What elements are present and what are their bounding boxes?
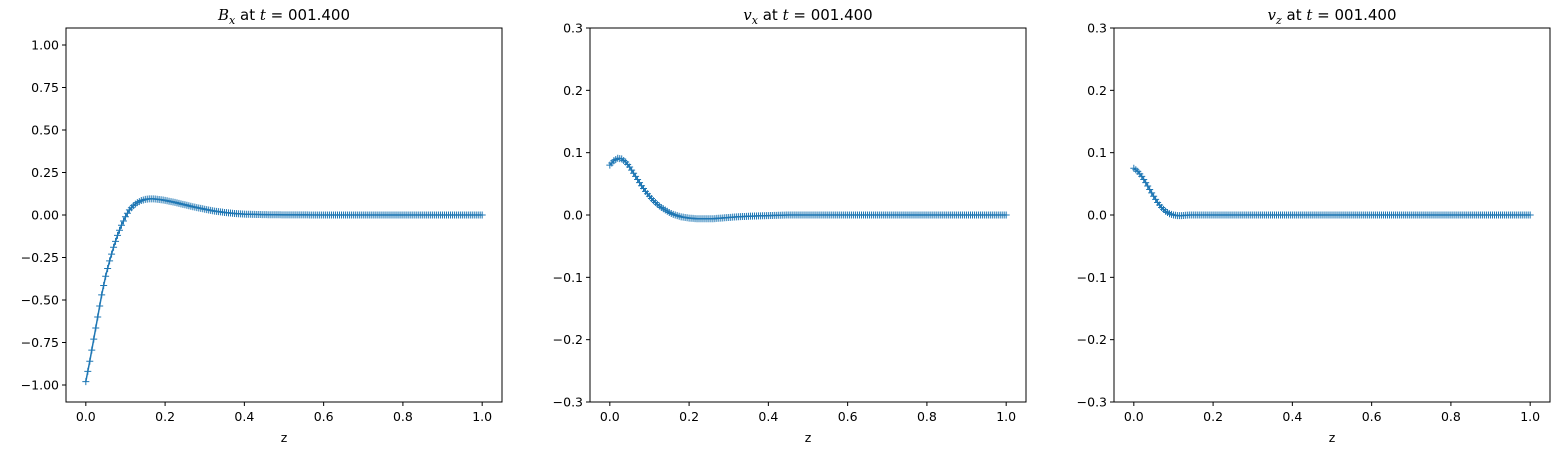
y-tick-label: 0.0: [563, 208, 583, 223]
data-point-marker: [102, 272, 110, 280]
title-time-variable: t: [783, 6, 790, 24]
data-point-marker: [82, 378, 90, 386]
data-point-marker: [92, 324, 100, 332]
y-tick-label: 0.2: [1087, 83, 1107, 98]
title-time-value: = 001.400: [789, 6, 873, 24]
x-axis-label: z: [1329, 430, 1336, 445]
data-point-marker: [98, 291, 106, 299]
data-point-marker: [86, 357, 94, 365]
x-tick-label: 0.0: [76, 409, 96, 424]
title-symbol: v: [743, 6, 752, 24]
y-tick-label: −0.75: [21, 335, 59, 350]
y-tick-label: 0.00: [31, 208, 59, 223]
y-tick-label: 0.1: [1087, 145, 1107, 160]
data-point-marker: [100, 282, 108, 290]
title-time-variable: t: [260, 6, 267, 24]
x-tick-label: 0.2: [679, 409, 699, 424]
data-point-marker: [1526, 211, 1534, 219]
x-tick-label: 1.0: [472, 409, 492, 424]
axes-frame: [65, 27, 503, 403]
y-tick-label: −1.00: [21, 378, 59, 393]
title-time-value: = 001.400: [1312, 6, 1396, 24]
axes-frame: [589, 27, 1027, 403]
data-point-marker: [106, 257, 114, 265]
y-tick-label: −0.2: [553, 332, 583, 347]
axes-frame: [1113, 27, 1551, 403]
title-subscript: z: [1275, 14, 1282, 27]
y-tick-label: −0.3: [553, 395, 583, 410]
y-tick-label: 0.0: [1087, 208, 1107, 223]
x-tick-label: 0.8: [917, 409, 937, 424]
y-tick-label: 0.3: [563, 21, 583, 36]
x-tick-label: 0.6: [1362, 409, 1382, 424]
data-point-marker: [112, 237, 120, 245]
data-point-marker: [104, 265, 112, 273]
data-point-marker: [114, 231, 122, 239]
title-time-variable: t: [1306, 6, 1313, 24]
data-point-marker: [88, 346, 96, 354]
y-tick-label: −0.25: [21, 250, 59, 265]
x-tick-label: 0.0: [600, 409, 620, 424]
x-axis-label: z: [805, 430, 812, 445]
chart-title: vz at t = 001.400: [1267, 6, 1396, 27]
y-tick-label: 0.1: [563, 145, 583, 160]
x-tick-label: 0.6: [838, 409, 858, 424]
y-tick-label: −0.1: [1077, 270, 1107, 285]
y-tick-label: 0.3: [1087, 21, 1107, 36]
data-point-marker: [116, 226, 124, 234]
y-tick-label: 1.00: [31, 38, 59, 53]
title-symbol: B: [217, 6, 229, 24]
series-line: [1133, 167, 1531, 217]
data-point-marker: [478, 211, 486, 219]
series-line: [85, 198, 483, 382]
x-tick-label: 0.0: [1124, 409, 1144, 424]
data-point-marker: [90, 335, 98, 343]
title-symbol: v: [1267, 6, 1276, 24]
x-axis-label: z: [281, 430, 288, 445]
x-tick-label: 0.2: [1203, 409, 1223, 424]
x-tick-label: 1.0: [1520, 409, 1540, 424]
y-tick-label: −0.1: [553, 270, 583, 285]
y-tick-label: 0.25: [31, 165, 59, 180]
data-point-marker: [119, 217, 127, 225]
title-mid: at: [1282, 6, 1307, 24]
chart-panel-2: vx at t = 001.400 0.0 0.2 0.4 0.6 0.8 1.0 −0.3 −…: [553, 6, 1027, 445]
title-mid: at: [235, 6, 260, 24]
y-tick-label: 0.2: [563, 83, 583, 98]
x-tick-label: 0.4: [1282, 409, 1302, 424]
x-tick-label: 0.8: [393, 409, 413, 424]
data-point-marker: [96, 302, 104, 310]
y-tick-label: −0.50: [21, 293, 59, 308]
data-point-marker: [1002, 211, 1010, 219]
chart-panel-1: Bx at t = 001.400 0.0 0.2 0.4 0.6 0.8 1.0 −1.00…: [21, 6, 503, 445]
x-tick-label: 1.0: [996, 409, 1016, 424]
data-point-marker: [84, 367, 92, 375]
y-tick-label: 0.75: [31, 80, 59, 95]
title-subscript: x: [752, 14, 759, 27]
title-mid: at: [758, 6, 783, 24]
data-point-marker: [108, 250, 116, 258]
title-time-value: = 001.400: [266, 6, 350, 24]
y-tick-label: −0.3: [1077, 395, 1107, 410]
chart-title: vx at t = 001.400: [743, 6, 872, 27]
y-tick-label: 0.50: [31, 123, 59, 138]
data-point-marker: [110, 243, 118, 251]
x-tick-label: 0.2: [155, 409, 175, 424]
x-tick-label: 0.8: [1441, 409, 1461, 424]
data-point-marker: [94, 313, 102, 321]
x-tick-label: 0.4: [234, 409, 254, 424]
data-point-marker: [117, 221, 125, 229]
y-tick-label: −0.2: [1077, 332, 1107, 347]
x-tick-label: 0.6: [314, 409, 334, 424]
chart-title: Bx at t = 001.400: [217, 6, 350, 27]
x-tick-label: 0.4: [758, 409, 778, 424]
title-subscript: x: [229, 14, 236, 27]
